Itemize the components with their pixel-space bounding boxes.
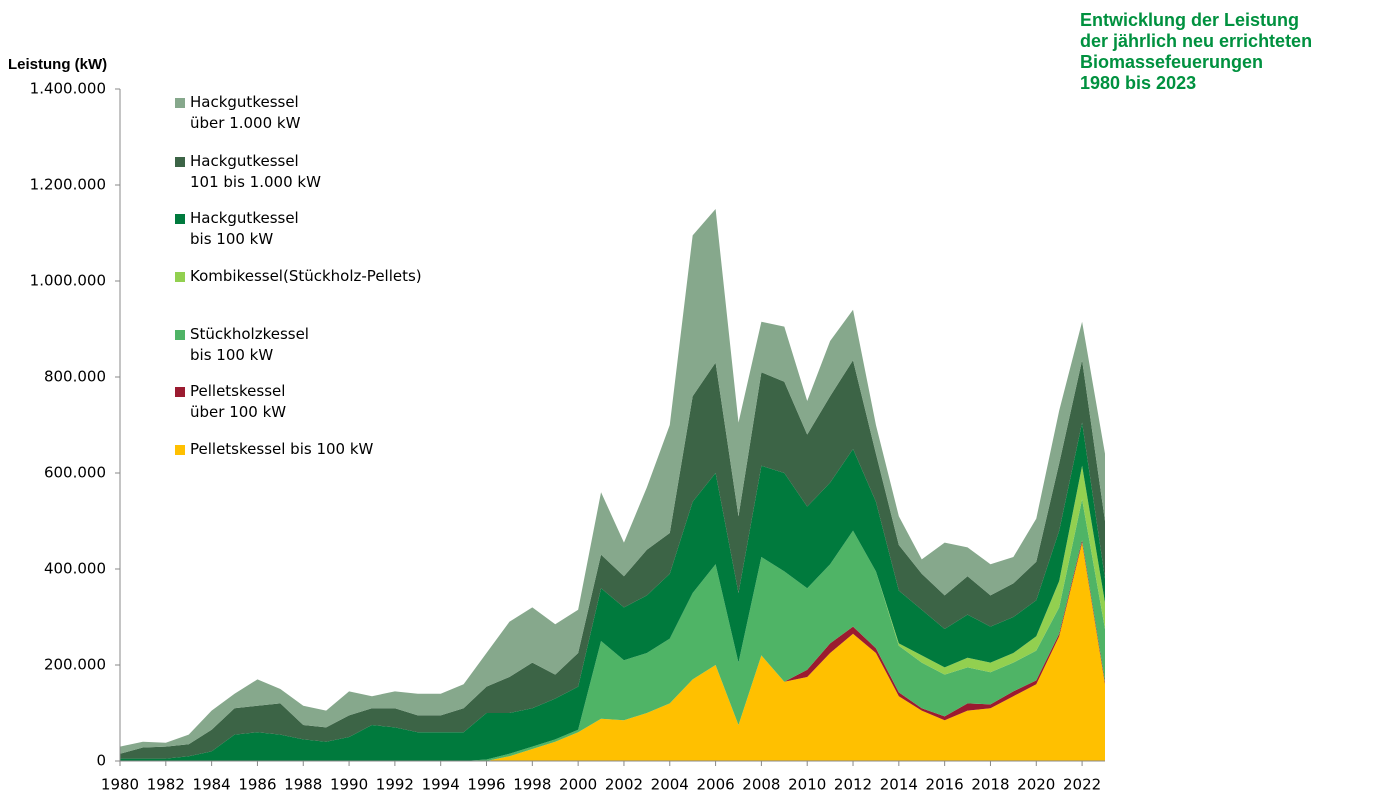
x-tick-label: 1996 [467,776,505,793]
x-tick-label: 2022 [1063,776,1101,793]
x-tick-label: 2016 [926,776,964,793]
legend-label: Hackgutkessel bis 100 kW [190,209,299,248]
legend-label: Hackgutkessel 101 bis 1.000 kW [190,152,321,191]
y-tick-label: 1.000.000 [30,272,106,290]
area [120,542,1105,761]
y-tick-label: 0 [96,752,106,770]
legend-swatch [175,214,185,224]
x-tick-label: 2010 [788,776,826,793]
y-tick-label: 600.000 [44,464,106,482]
x-tick-label: 2000 [559,776,597,793]
y-axis-label: Leistung (kW) [8,56,108,73]
legend-label: Pelletskessel bis 100 kW [190,440,374,458]
y-tick-label: 1.200.000 [30,176,106,194]
y-tick-label: 200.000 [44,656,106,674]
legend-swatch [175,445,185,455]
legend-swatch [175,387,185,397]
x-tick-label: 1988 [284,776,322,793]
x-tick-label: 2018 [971,776,1009,793]
x-tick-label: 2006 [696,776,734,793]
y-tick-label: 800.000 [44,368,106,386]
x-tick-label: 1992 [376,776,414,793]
x-tick-label: 1990 [330,776,368,793]
x-tick-label: 2014 [880,776,918,793]
x-tick-label: 1998 [513,776,551,793]
legend-label: Kombikessel(Stückholz-Pellets) [190,267,422,285]
x-tick-label: 1982 [147,776,185,793]
y-tick-label: 1.400.000 [30,80,106,98]
x-tick-label: 2020 [1017,776,1055,793]
legend-label: Stückholzkessel bis 100 kW [190,325,309,364]
y-tick-label: 400.000 [44,560,106,578]
area [120,360,1105,759]
x-tick-label: 2012 [834,776,872,793]
area [120,209,1105,754]
legend-swatch [175,330,185,340]
x-tick-label: 1986 [238,776,276,793]
legend-label: Hackgutkessel über 1.000 kW [190,93,301,132]
area [120,422,1105,761]
x-tick-label: 1994 [422,776,460,793]
legend-swatch [175,98,185,108]
chart-title: Entwicklung der Leistung der jährlich ne… [1080,10,1313,93]
x-tick-label: 2008 [742,776,780,793]
x-tick-label: 2004 [651,776,689,793]
x-tick-label: 2002 [605,776,643,793]
legend-label: Pelletskessel über 100 kW [190,382,287,421]
area [120,499,1105,761]
legend-swatch [175,157,185,167]
x-tick-label: 1980 [101,776,139,793]
x-tick-label: 1984 [193,776,231,793]
legend-swatch [175,272,185,282]
